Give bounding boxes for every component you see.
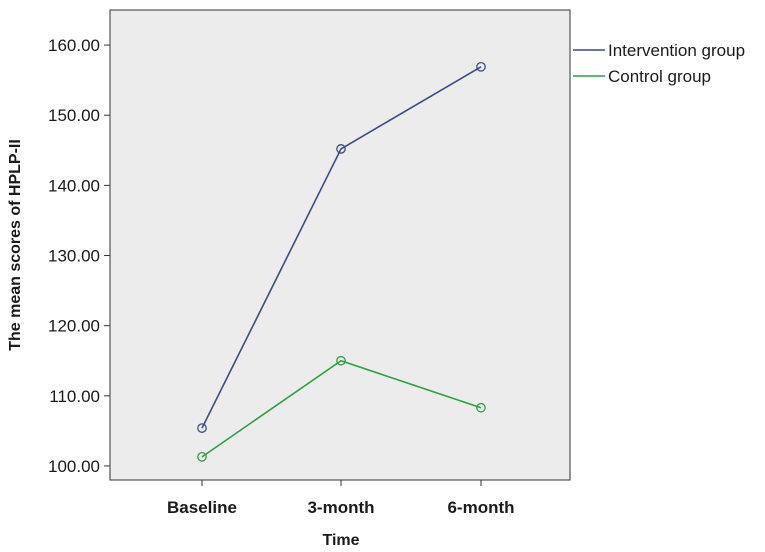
series-control — [197, 355, 486, 462]
series-layer — [197, 61, 486, 462]
series-line — [201, 359, 482, 458]
y-axis: 100.00 110.00 120.00 130.00 140.00 150.00 160.… — [48, 36, 110, 476]
y-tick-label: 150.00 — [48, 106, 100, 125]
data-point — [197, 423, 207, 433]
y-tick-label: 130.00 — [48, 247, 100, 266]
x-axis: Baseline 3-month 6-month — [167, 480, 515, 517]
legend: Intervention group Control group — [573, 41, 745, 86]
legend-label: Control group — [608, 67, 711, 86]
data-point — [476, 402, 486, 413]
data-point — [336, 355, 346, 366]
x-tick-label: Baseline — [167, 498, 237, 517]
x-axis-title: Time — [322, 532, 359, 549]
data-point — [197, 452, 207, 462]
series-line — [201, 66, 482, 429]
y-tick-label: 110.00 — [49, 387, 100, 406]
plot-area — [109, 9, 571, 481]
y-tick-label: 120.00 — [48, 317, 100, 336]
y-tick-label: 140.00 — [48, 176, 100, 195]
x-tick-label: 6-month — [447, 498, 514, 517]
y-tick-label: 100.00 — [48, 457, 100, 476]
data-point — [336, 144, 346, 154]
plot-background — [109, 9, 571, 481]
x-tick-label: 3-month — [307, 498, 374, 517]
y-tick-label: 160.00 — [48, 36, 100, 55]
legend-label: Intervention group — [608, 41, 745, 60]
y-axis-title: The mean scores of HPLP-II — [7, 139, 24, 351]
data-point — [476, 61, 486, 72]
series-intervention — [197, 61, 486, 433]
